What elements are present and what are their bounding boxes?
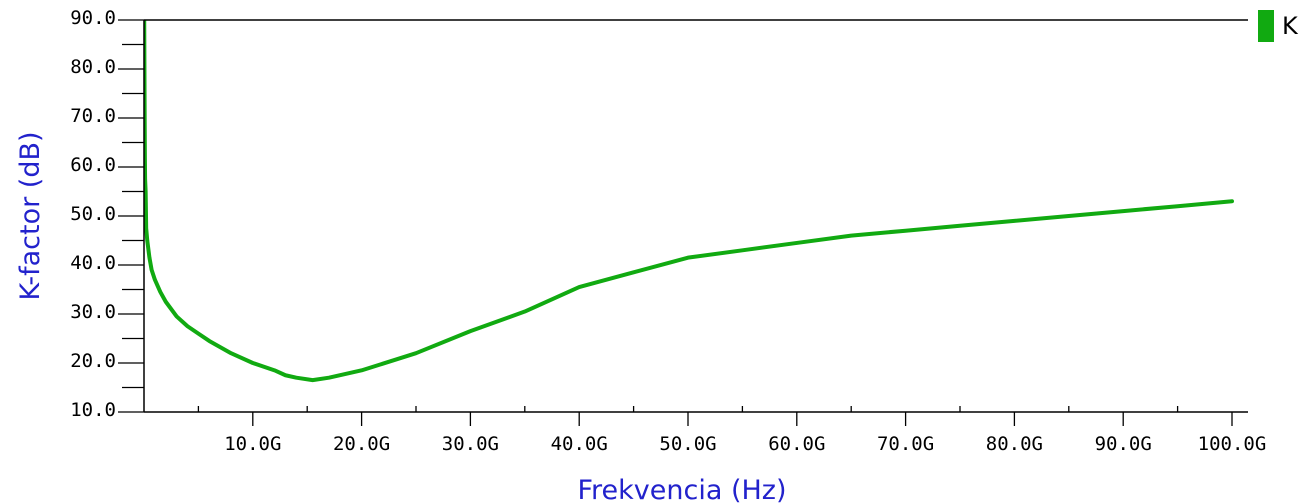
y-tick-label: 80.0: [70, 56, 116, 78]
x-tick-label: 40.0G: [551, 433, 608, 455]
x-axis-title: Frekvencia (Hz): [577, 475, 786, 504]
x-tick-label: 100.0G: [1198, 433, 1267, 455]
y-tick-label: 10.0: [70, 399, 116, 421]
y-axis-title: K-factor (dB): [15, 131, 46, 300]
legend-swatch: [1258, 10, 1274, 42]
y-tick-label: 70.0: [70, 105, 116, 127]
y-tick-label: 50.0: [70, 203, 116, 225]
tick-marks: [118, 19, 1233, 426]
x-tick-label: 10.0G: [224, 433, 281, 455]
x-tick-label: 90.0G: [1095, 433, 1152, 455]
y-tick-label: 30.0: [70, 301, 116, 323]
x-tick-label: 50.0G: [659, 433, 716, 455]
x-tick-label: 80.0G: [986, 433, 1043, 455]
y-tick-label: 90.0: [70, 7, 116, 29]
tick-labels: 10.0 20.0 30.0 40.0 50.0 60.0 70.0 80.0 90.0 10.0…: [70, 7, 1266, 455]
x-tick-label: 60.0G: [768, 433, 825, 455]
series-layer: [144, 20, 1234, 383]
y-tick-label: 20.0: [70, 350, 116, 372]
legend-label: K: [1282, 12, 1299, 40]
y-tick-label: 40.0: [70, 252, 116, 274]
x-tick-label: 30.0G: [442, 433, 499, 455]
x-tick-label: 20.0G: [333, 433, 390, 455]
x-tick-label: 70.0G: [877, 433, 934, 455]
series-line-k: [144, 20, 1234, 383]
axes: [143, 19, 1248, 413]
legend: K: [1258, 10, 1299, 42]
y-tick-label: 60.0: [70, 154, 116, 176]
